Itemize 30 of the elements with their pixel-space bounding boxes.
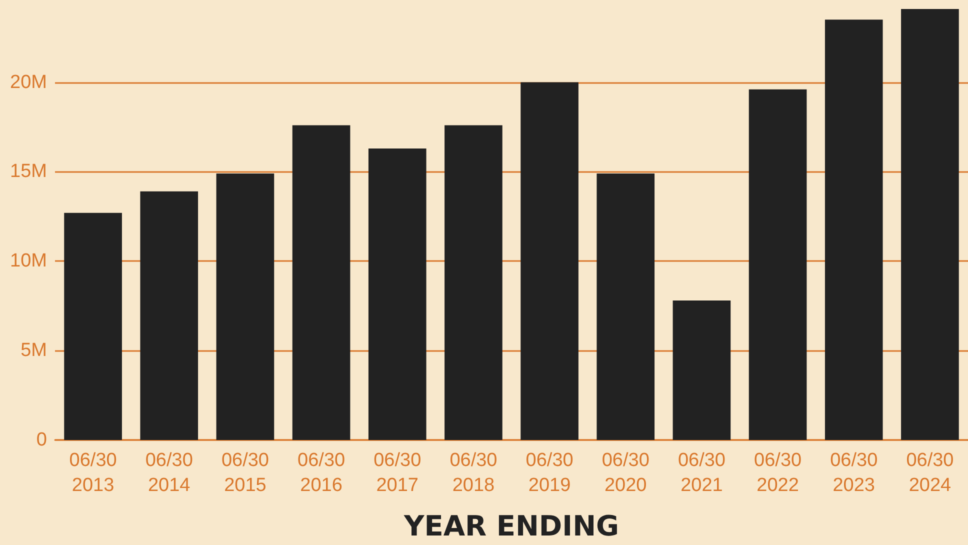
bar bbox=[672, 300, 731, 440]
bar bbox=[596, 173, 655, 440]
x-tick-label: 06/30 2024 bbox=[906, 450, 954, 496]
x-tick-label: 06/30 2013 bbox=[69, 450, 117, 496]
x-axis-title: YEAR ENDING bbox=[402, 510, 620, 542]
bar bbox=[901, 8, 959, 440]
bar bbox=[140, 191, 198, 440]
x-tick-label: 06/30 2022 bbox=[754, 450, 802, 496]
y-tick-label: 10M bbox=[10, 250, 47, 272]
x-tick-label: 06/30 2019 bbox=[526, 450, 574, 496]
bar bbox=[748, 89, 807, 440]
x-tick-label: 06/30 2021 bbox=[678, 450, 726, 496]
x-tick-label: 06/30 2023 bbox=[830, 450, 878, 496]
bar bbox=[216, 173, 274, 440]
y-tick-label: 5M bbox=[20, 340, 47, 362]
bar bbox=[824, 20, 883, 440]
y-tick-label: 15M bbox=[10, 161, 47, 182]
bar bbox=[64, 212, 122, 440]
x-tick-label: 06/30 2017 bbox=[374, 450, 422, 496]
x-tick-label: 06/30 2018 bbox=[450, 450, 498, 496]
bar bbox=[292, 125, 350, 440]
x-tick-label: 06/30 2016 bbox=[298, 450, 346, 496]
bar bbox=[368, 148, 426, 440]
y-tick-label: 20M bbox=[10, 72, 47, 93]
x-tick-label: 06/30 2020 bbox=[602, 450, 650, 496]
bar bbox=[444, 125, 502, 440]
bar bbox=[520, 82, 578, 440]
x-tick-label: 06/30 2014 bbox=[145, 450, 193, 496]
y-tick-label: 0 bbox=[36, 430, 47, 450]
x-tick-label: 06/30 2015 bbox=[221, 450, 269, 496]
